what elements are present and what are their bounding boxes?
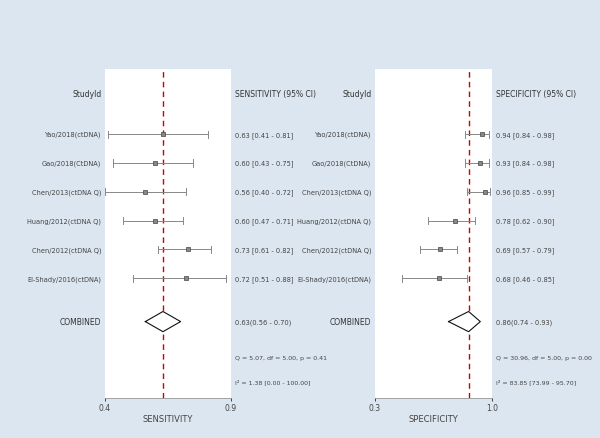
Text: El-Shady/2016(ctDNA): El-Shady/2016(ctDNA) [298,276,371,282]
Text: 0.96 [0.85 - 0.99]: 0.96 [0.85 - 0.99] [496,189,554,196]
Text: Huang/2012(ctDNA Q): Huang/2012(ctDNA Q) [28,218,101,224]
Text: Yao/2018(ctDNA): Yao/2018(ctDNA) [315,131,371,138]
Text: Chen/2013(ctDNA Q): Chen/2013(ctDNA Q) [302,189,371,196]
Text: COMBINED: COMBINED [60,318,101,326]
Text: Chen/2013(ctDNA Q): Chen/2013(ctDNA Q) [32,189,101,196]
Polygon shape [145,312,181,332]
Text: Q = 30.96, df = 5.00, p = 0.00: Q = 30.96, df = 5.00, p = 0.00 [496,355,592,360]
Text: Yao/2018(ctDNA): Yao/2018(ctDNA) [45,131,101,138]
Text: 0.69 [0.57 - 0.79]: 0.69 [0.57 - 0.79] [496,247,554,253]
Text: I² = 83.85 [73.99 - 95.70]: I² = 83.85 [73.99 - 95.70] [496,379,576,385]
Text: 0.56 [0.40 - 0.72]: 0.56 [0.40 - 0.72] [235,189,293,196]
X-axis label: SPECIFICITY: SPECIFICITY [409,414,458,424]
Text: 0.78 [0.62 - 0.90]: 0.78 [0.62 - 0.90] [496,218,554,225]
Text: Chen/2012(ctDNA Q): Chen/2012(ctDNA Q) [302,247,371,253]
Text: Chen/2012(ctDNA Q): Chen/2012(ctDNA Q) [32,247,101,253]
X-axis label: SENSITIVITY: SENSITIVITY [143,414,193,424]
Text: 0.60 [0.43 - 0.75]: 0.60 [0.43 - 0.75] [235,160,293,167]
Text: Q = 5.07, df = 5.00, p = 0.41: Q = 5.07, df = 5.00, p = 0.41 [235,355,326,360]
Text: 0.63 [0.41 - 0.81]: 0.63 [0.41 - 0.81] [235,131,293,138]
Text: SENSITIVITY (95% CI): SENSITIVITY (95% CI) [235,89,316,99]
Text: StudyId: StudyId [72,89,101,99]
Text: SPECIFICITY (95% CI): SPECIFICITY (95% CI) [496,89,576,99]
Text: 0.73 [0.61 - 0.82]: 0.73 [0.61 - 0.82] [235,247,293,253]
Text: 0.72 [0.51 - 0.88]: 0.72 [0.51 - 0.88] [235,276,293,282]
Text: 0.60 [0.47 - 0.71]: 0.60 [0.47 - 0.71] [235,218,293,225]
Text: Gao/2018(CtDNA): Gao/2018(CtDNA) [42,160,101,167]
Text: Gao/2018(CtDNA): Gao/2018(CtDNA) [312,160,371,167]
Text: 0.86(0.74 - 0.93): 0.86(0.74 - 0.93) [496,318,552,325]
Text: COMBINED: COMBINED [330,318,371,326]
Text: 0.63(0.56 - 0.70): 0.63(0.56 - 0.70) [235,318,291,325]
Text: 0.93 [0.84 - 0.98]: 0.93 [0.84 - 0.98] [496,160,554,167]
Text: 0.68 [0.46 - 0.85]: 0.68 [0.46 - 0.85] [496,276,554,282]
Text: El-Shady/2016(ctDNA): El-Shady/2016(ctDNA) [28,276,101,282]
Text: I² = 1.38 [0.00 - 100.00]: I² = 1.38 [0.00 - 100.00] [235,379,310,385]
Polygon shape [449,312,481,332]
Text: Huang/2012(ctDNA Q): Huang/2012(ctDNA Q) [298,218,371,224]
Text: 0.94 [0.84 - 0.98]: 0.94 [0.84 - 0.98] [496,131,554,138]
Text: StudyId: StudyId [342,89,371,99]
